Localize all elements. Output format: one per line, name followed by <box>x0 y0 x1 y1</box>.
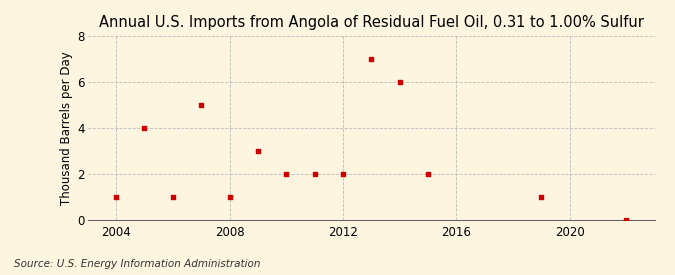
Title: Annual U.S. Imports from Angola of Residual Fuel Oil, 0.31 to 1.00% Sulfur: Annual U.S. Imports from Angola of Resid… <box>99 15 644 31</box>
Point <box>224 195 235 199</box>
Point <box>536 195 547 199</box>
Y-axis label: Thousand Barrels per Day: Thousand Barrels per Day <box>60 51 74 205</box>
Point <box>423 172 433 176</box>
Point <box>338 172 348 176</box>
Point <box>366 57 377 61</box>
Point <box>394 80 405 84</box>
Point <box>139 126 150 130</box>
Point <box>309 172 320 176</box>
Point <box>111 195 122 199</box>
Point <box>252 149 263 153</box>
Text: Source: U.S. Energy Information Administration: Source: U.S. Energy Information Administ… <box>14 259 260 269</box>
Point <box>196 103 207 107</box>
Point <box>167 195 178 199</box>
Point <box>621 218 632 222</box>
Point <box>281 172 292 176</box>
